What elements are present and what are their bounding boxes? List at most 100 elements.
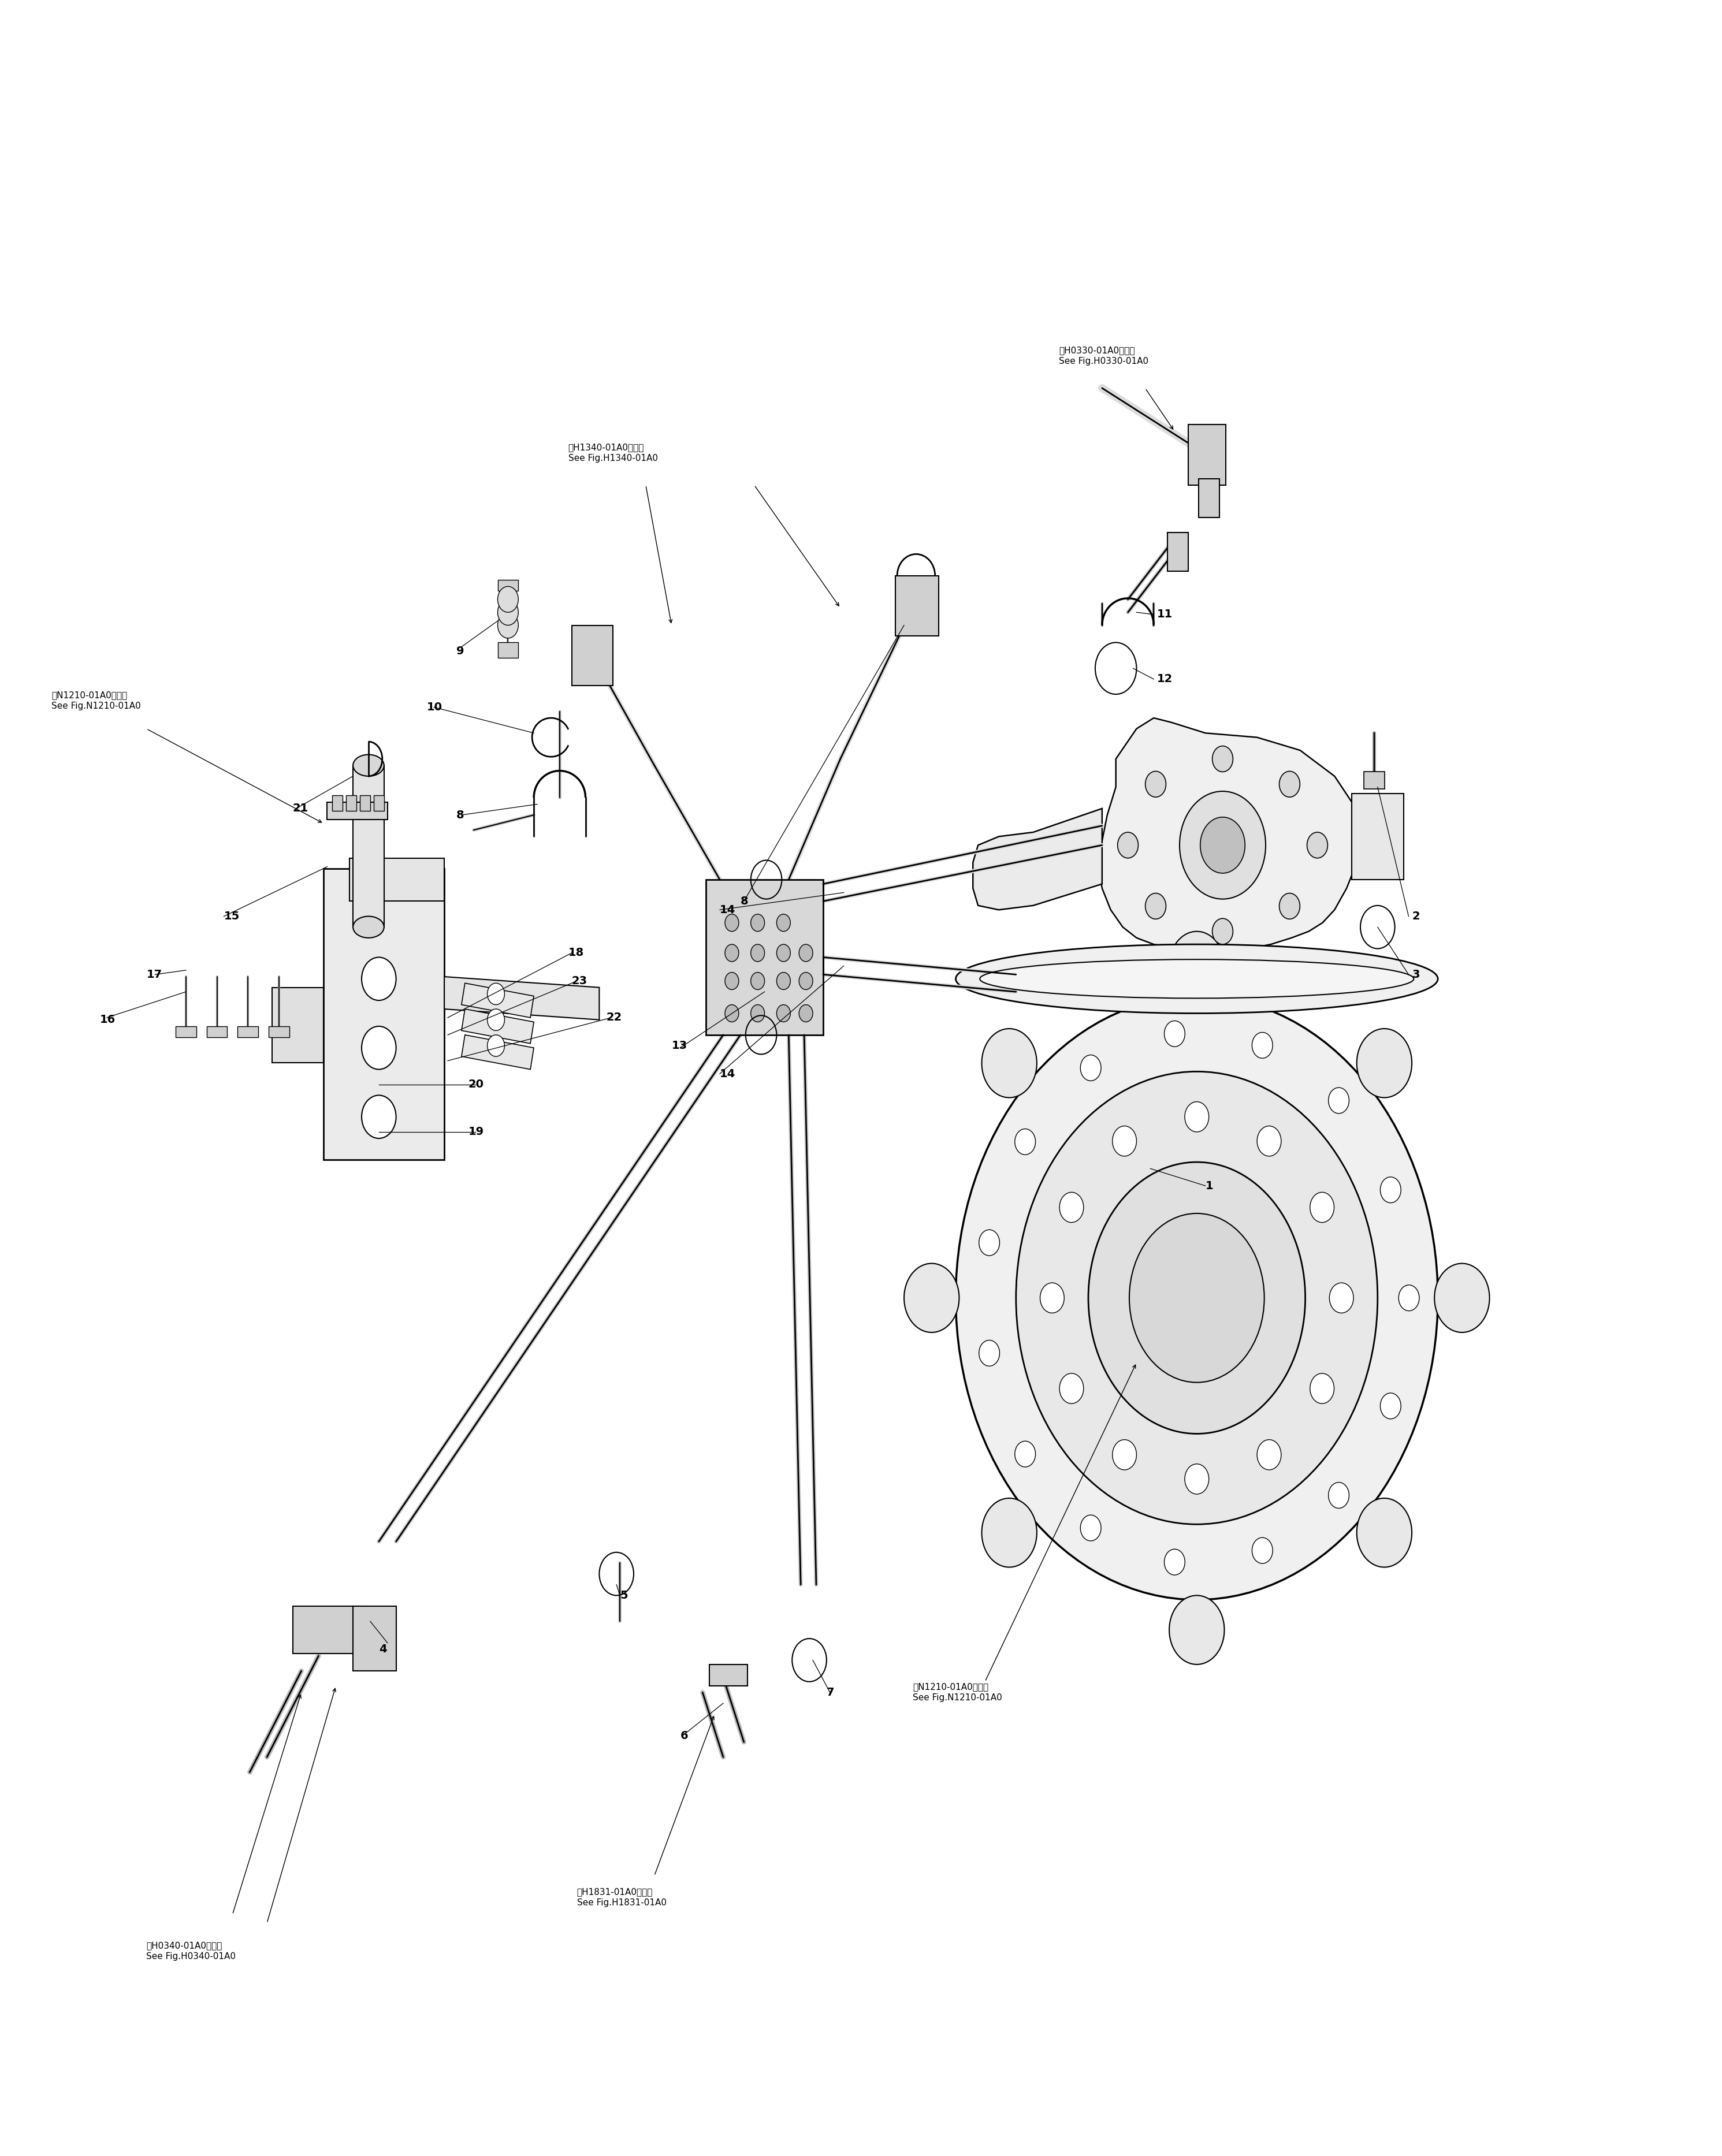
Circle shape — [1164, 1550, 1185, 1576]
Circle shape — [1279, 772, 1300, 798]
Ellipse shape — [956, 944, 1438, 1013]
Circle shape — [1088, 1162, 1305, 1434]
Circle shape — [1381, 1177, 1402, 1203]
Text: 16: 16 — [100, 1013, 115, 1026]
Circle shape — [725, 972, 739, 990]
Polygon shape — [1099, 718, 1360, 953]
Bar — [176, 1026, 196, 1037]
Circle shape — [1145, 772, 1166, 798]
Text: 15: 15 — [224, 910, 239, 923]
Polygon shape — [444, 977, 599, 1020]
Bar — [269, 1026, 289, 1037]
Circle shape — [487, 983, 505, 1005]
Bar — [238, 1026, 258, 1037]
Circle shape — [487, 1035, 505, 1056]
Circle shape — [362, 1095, 396, 1138]
Bar — [498, 580, 518, 591]
Bar — [324, 869, 444, 1160]
Circle shape — [498, 612, 518, 638]
Text: 19: 19 — [468, 1125, 484, 1138]
Circle shape — [1080, 1516, 1100, 1542]
Circle shape — [751, 914, 765, 931]
Text: 第H0340-01A0図参照
See Fig.H0340-01A0: 第H0340-01A0図参照 See Fig.H0340-01A0 — [146, 1940, 236, 1962]
Bar — [1188, 425, 1226, 485]
Circle shape — [725, 1005, 739, 1022]
Text: 第H0330-01A0図参照
See Fig.H0330-01A0: 第H0330-01A0図参照 See Fig.H0330-01A0 — [1059, 345, 1149, 367]
Circle shape — [1112, 1440, 1137, 1470]
Circle shape — [1112, 1125, 1137, 1156]
Circle shape — [1080, 1054, 1100, 1080]
Text: 1: 1 — [1205, 1179, 1214, 1192]
Bar — [353, 765, 384, 927]
Text: 12: 12 — [1157, 673, 1173, 686]
Circle shape — [1257, 1125, 1281, 1156]
Circle shape — [1118, 832, 1138, 858]
Text: 22: 22 — [606, 1011, 622, 1024]
Text: 7: 7 — [827, 1686, 835, 1699]
Bar — [346, 796, 356, 811]
Circle shape — [1328, 1087, 1348, 1112]
Ellipse shape — [353, 916, 384, 938]
Circle shape — [362, 957, 396, 1000]
Text: 第H1340-01A0図参照
See Fig.H1340-01A0: 第H1340-01A0図参照 See Fig.H1340-01A0 — [568, 442, 658, 464]
Bar — [1168, 533, 1188, 571]
Circle shape — [1014, 1130, 1035, 1156]
Ellipse shape — [980, 959, 1414, 998]
Polygon shape — [461, 1009, 534, 1044]
Text: 9: 9 — [456, 645, 465, 658]
Text: 第H1831-01A0図参照
See Fig.H1831-01A0: 第H1831-01A0図参照 See Fig.H1831-01A0 — [577, 1886, 666, 1908]
Circle shape — [1329, 1283, 1353, 1313]
Circle shape — [904, 1263, 959, 1332]
Circle shape — [751, 944, 765, 962]
Circle shape — [982, 1498, 1037, 1567]
Bar — [895, 576, 938, 636]
Bar — [207, 1026, 227, 1037]
Circle shape — [1357, 1498, 1412, 1567]
Text: 5: 5 — [620, 1589, 629, 1602]
Polygon shape — [461, 1035, 534, 1069]
Circle shape — [1252, 1537, 1273, 1563]
Circle shape — [777, 972, 790, 990]
Circle shape — [1310, 1373, 1335, 1404]
Circle shape — [498, 586, 518, 612]
Text: 8: 8 — [456, 808, 465, 821]
Circle shape — [751, 1005, 765, 1022]
Circle shape — [1328, 1483, 1348, 1509]
Text: 8: 8 — [740, 895, 749, 908]
Circle shape — [1185, 1102, 1209, 1132]
Text: 20: 20 — [468, 1078, 484, 1091]
Text: 17: 17 — [146, 968, 162, 981]
Polygon shape — [327, 802, 387, 819]
Bar — [498, 642, 518, 658]
Bar — [360, 796, 370, 811]
Bar — [1199, 479, 1219, 517]
Bar — [374, 796, 384, 811]
Text: 4: 4 — [379, 1643, 387, 1656]
Circle shape — [799, 1005, 813, 1022]
Circle shape — [1016, 1072, 1378, 1524]
Circle shape — [725, 944, 739, 962]
Text: 第N1210-01A0図参照
See Fig.N1210-01A0: 第N1210-01A0図参照 See Fig.N1210-01A0 — [52, 690, 141, 711]
Circle shape — [1279, 893, 1300, 918]
Circle shape — [1180, 791, 1266, 899]
Circle shape — [799, 972, 813, 990]
Text: 14: 14 — [720, 1067, 735, 1080]
Circle shape — [982, 1028, 1037, 1097]
Bar — [332, 796, 343, 811]
Circle shape — [1014, 1440, 1035, 1466]
Bar — [353, 1606, 396, 1671]
Bar — [1352, 793, 1403, 880]
Circle shape — [498, 599, 518, 625]
Circle shape — [1169, 931, 1224, 1000]
Circle shape — [978, 1341, 999, 1367]
Text: 2: 2 — [1412, 910, 1421, 923]
Circle shape — [362, 1026, 396, 1069]
Circle shape — [1200, 817, 1245, 873]
Circle shape — [1252, 1033, 1273, 1059]
Circle shape — [1398, 1285, 1419, 1311]
Circle shape — [799, 944, 813, 962]
Bar — [293, 1606, 362, 1654]
Text: 14: 14 — [720, 903, 735, 916]
Circle shape — [777, 914, 790, 931]
Circle shape — [1212, 918, 1233, 944]
